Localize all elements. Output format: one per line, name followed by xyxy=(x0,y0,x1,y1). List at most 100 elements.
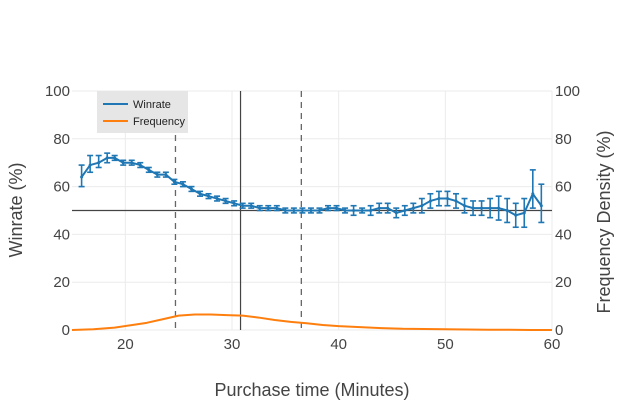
error-bar xyxy=(529,169,536,209)
error-bar xyxy=(265,204,272,212)
error-bar xyxy=(470,200,477,217)
data-point xyxy=(275,206,279,210)
series-line-frequency xyxy=(71,313,552,331)
error-bar xyxy=(487,197,494,219)
error-bar xyxy=(120,159,127,166)
data-point xyxy=(326,206,330,210)
data-point xyxy=(215,197,219,201)
data-point xyxy=(198,192,202,196)
error-bar xyxy=(359,207,366,214)
error-bar xyxy=(162,171,169,178)
error-bar xyxy=(231,200,238,207)
error-bar xyxy=(444,190,451,207)
error-bar xyxy=(418,197,425,214)
error-bar xyxy=(299,207,306,214)
legend-label-winrate: Winrate xyxy=(133,99,171,111)
data-point xyxy=(207,194,211,198)
error-bar xyxy=(367,204,374,217)
error-bar xyxy=(504,197,511,224)
y-tick-label-right: 100 xyxy=(555,83,580,100)
data-point xyxy=(343,209,347,212)
data-point xyxy=(317,209,321,212)
data-point xyxy=(172,180,176,184)
data-point xyxy=(514,213,518,217)
error-bar xyxy=(478,200,485,217)
y-axis-left-ticks: 0 20 40 60 80 100 xyxy=(45,83,70,339)
error-bar xyxy=(307,207,314,214)
data-point xyxy=(232,201,236,205)
legend-box xyxy=(97,91,188,133)
error-bar xyxy=(128,159,135,166)
data-point xyxy=(420,204,424,208)
y-tick-label-right: 80 xyxy=(555,131,572,148)
data-point xyxy=(266,206,270,210)
data-point xyxy=(369,209,373,212)
data-point xyxy=(121,161,125,165)
error-bar xyxy=(410,202,417,214)
error-bar xyxy=(521,197,528,229)
error-bar xyxy=(316,207,323,214)
data-point xyxy=(147,168,151,172)
error-bar xyxy=(342,207,349,214)
error-bar xyxy=(376,202,383,214)
data-point xyxy=(437,197,441,201)
error-bar xyxy=(248,202,255,209)
y-tick-label-right: 20 xyxy=(555,274,572,291)
y-axis-right-ticks: 0 20 40 60 80 100 xyxy=(555,83,580,339)
data-point xyxy=(283,209,287,212)
data-point xyxy=(471,206,475,210)
y-tick-label-right: 40 xyxy=(555,226,572,243)
y-axis-left-title: Winrate (%) xyxy=(6,162,26,257)
data-point xyxy=(335,206,339,210)
error-bar xyxy=(512,202,519,229)
data-point xyxy=(386,206,390,210)
data-point xyxy=(454,199,458,203)
y-tick-label-left: 0 xyxy=(62,322,70,339)
error-bar xyxy=(154,171,161,178)
data-point xyxy=(352,209,356,212)
data-point xyxy=(411,206,415,210)
y-tick-label-left: 40 xyxy=(53,226,70,243)
data-point xyxy=(189,187,193,191)
error-bar xyxy=(282,207,289,214)
data-point xyxy=(113,156,117,160)
x-tick-label: 40 xyxy=(330,336,347,353)
legend: Winrate Frequency xyxy=(97,91,188,133)
data-point xyxy=(505,209,509,212)
error-bar xyxy=(290,207,297,214)
y-tick-label-left: 60 xyxy=(53,179,70,196)
x-tick-label: 30 xyxy=(224,336,241,353)
error-bar xyxy=(188,185,195,193)
data-point xyxy=(360,209,364,212)
error-bar xyxy=(495,195,502,221)
data-point xyxy=(88,163,92,167)
error-bar xyxy=(239,202,246,209)
y-tick-label-right: 0 xyxy=(555,322,563,339)
x-axis-ticks: 20 30 40 50 60 xyxy=(117,336,560,353)
data-point xyxy=(300,209,304,212)
data-point xyxy=(488,206,492,210)
error-bar xyxy=(222,197,229,205)
x-axis-title: Purchase time (Minutes) xyxy=(214,380,409,400)
error-bar xyxy=(78,164,85,188)
data-point xyxy=(181,182,185,186)
y-tick-label-left: 20 xyxy=(53,274,70,291)
y-axis-right-title: Frequency Density (%) xyxy=(594,130,614,313)
error-bar xyxy=(95,154,102,169)
data-point xyxy=(531,192,535,196)
error-bar xyxy=(401,204,408,217)
error-bar xyxy=(384,202,391,214)
error-bar xyxy=(145,166,152,174)
data-point xyxy=(130,161,134,165)
error-bar xyxy=(87,154,94,174)
series-layer xyxy=(71,152,552,331)
y-tick-label-right: 60 xyxy=(555,179,572,196)
data-point xyxy=(164,173,168,177)
error-bar xyxy=(325,204,331,212)
data-point xyxy=(463,204,467,208)
data-point xyxy=(258,206,262,210)
error-bar xyxy=(104,152,111,164)
data-point xyxy=(309,209,313,212)
data-point xyxy=(105,156,109,160)
data-point xyxy=(377,206,381,210)
